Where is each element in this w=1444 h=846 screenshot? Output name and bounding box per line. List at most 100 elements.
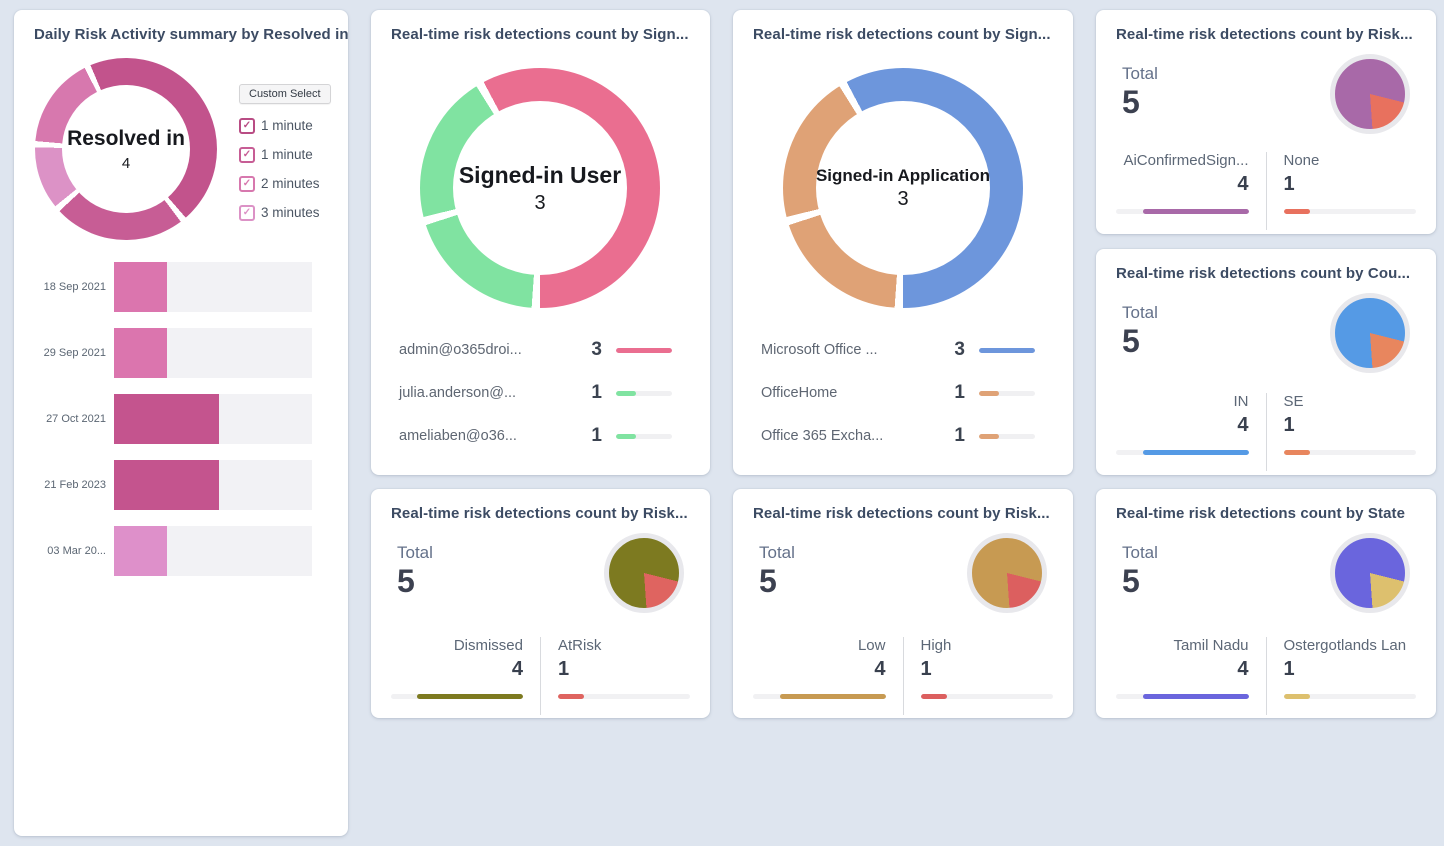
bar-date-label: 29 Sep 2021 bbox=[43, 347, 106, 359]
legend-bar-fill bbox=[779, 694, 886, 699]
card-title: Daily Risk Activity summary by Resolved … bbox=[34, 26, 349, 43]
legend-label: admin@o365droi... bbox=[399, 342, 522, 358]
legend-bar-fill bbox=[616, 347, 672, 353]
legend-item[interactable]: High 1 bbox=[902, 637, 1053, 715]
legend-bar-fill bbox=[1283, 209, 1310, 214]
legend-bar-fill bbox=[979, 433, 999, 439]
bar-date-label: 27 Oct 2021 bbox=[46, 413, 106, 425]
legend-bar-track bbox=[979, 390, 1035, 396]
bar-date-label: 03 Mar 20... bbox=[47, 545, 106, 557]
legend-label: Tamil Nadu bbox=[1173, 637, 1249, 654]
legend-label: ameliaben@o36... bbox=[399, 428, 517, 444]
legend-bar-track bbox=[920, 694, 1053, 699]
legend-value: 1 bbox=[1283, 414, 1295, 436]
card-risk-by-risk-detail: Real-time risk detections count by Risk.… bbox=[1096, 10, 1436, 234]
legend-item[interactable]: Dismissed 4 bbox=[391, 637, 540, 715]
legend-item[interactable]: None 1 bbox=[1265, 152, 1416, 230]
total-label: Total bbox=[1122, 64, 1158, 83]
legend-label: IN bbox=[1233, 393, 1249, 410]
total-label: Total bbox=[397, 543, 433, 562]
bar-date-label: 21 Feb 2023 bbox=[44, 479, 106, 491]
legend-item[interactable]: admin@o365droi... 3 bbox=[399, 338, 672, 362]
custom-select-button[interactable]: Custom Select bbox=[239, 84, 331, 104]
legend-label: AiConfirmedSign... bbox=[1123, 152, 1249, 169]
legend-value: 1 bbox=[1283, 173, 1295, 195]
legend-item[interactable]: AtRisk 1 bbox=[540, 637, 690, 715]
total-value: 5 bbox=[759, 563, 777, 599]
legend-bar-fill bbox=[979, 390, 999, 396]
card-daily-risk-activity: Daily Risk Activity summary by Resolved … bbox=[14, 10, 349, 836]
bar-track bbox=[114, 460, 312, 510]
bar-fill bbox=[114, 526, 168, 576]
legend-bar-track bbox=[616, 390, 672, 396]
bar-track bbox=[114, 262, 312, 312]
bar-track bbox=[114, 526, 312, 576]
legend-label: None bbox=[1283, 152, 1320, 169]
filter-item-2-minutes[interactable]: 2 minutes bbox=[239, 175, 320, 192]
donut-center-text: Resolved in 4 bbox=[35, 58, 217, 240]
legend: admin@o365droi... 3 julia.anderson@... 1… bbox=[399, 338, 672, 467]
card-title: Real-time risk detections count by Sign.… bbox=[753, 26, 1051, 43]
legend-bar-track bbox=[753, 694, 886, 699]
legend-item[interactable]: Office 365 Excha... 1 bbox=[761, 424, 1035, 448]
legend-item[interactable]: SE 1 bbox=[1265, 393, 1416, 471]
legend-bar-fill bbox=[616, 390, 636, 396]
legend-bar-fill bbox=[1283, 450, 1310, 455]
legend-item[interactable]: julia.anderson@... 1 bbox=[399, 381, 672, 405]
legend-bar-fill bbox=[616, 433, 636, 439]
legend-item[interactable]: ameliaben@o36... 1 bbox=[399, 424, 672, 448]
card-risk-by-signed-in-user: Real-time risk detections count by Sign.… bbox=[371, 10, 710, 475]
bar-row: 27 Oct 2021 bbox=[30, 394, 312, 444]
donut-center-text: Signed-in Application 3 bbox=[783, 68, 1023, 308]
legend: Dismissed 4 AtRisk 1 bbox=[391, 637, 690, 715]
legend-value: 1 bbox=[954, 425, 965, 446]
legend-bar-fill bbox=[1142, 694, 1249, 699]
legend-item[interactable]: OfficeHome 1 bbox=[761, 381, 1035, 405]
legend: AiConfirmedSign... 4 None 1 bbox=[1116, 152, 1416, 230]
donut-center-value: 3 bbox=[897, 188, 909, 211]
filter-list: 1 minute 1 minute 2 minutes 3 minutes bbox=[239, 105, 320, 221]
legend-bar-fill bbox=[417, 694, 523, 699]
legend-value: 1 bbox=[920, 658, 932, 680]
legend-bar-track bbox=[1283, 209, 1416, 214]
legend-item[interactable]: Microsoft Office ... 3 bbox=[761, 338, 1035, 362]
legend-item[interactable]: AiConfirmedSign... 4 bbox=[1116, 152, 1266, 230]
filter-item-1-minute-b[interactable]: 1 minute bbox=[239, 146, 320, 163]
checkbox-checked-icon[interactable] bbox=[239, 117, 255, 134]
donut-center-label: Resolved in bbox=[67, 127, 185, 151]
legend-item[interactable]: Low 4 bbox=[753, 637, 903, 715]
card-title: Real-time risk detections count by Cou..… bbox=[1116, 265, 1411, 282]
donut-center-text: Signed-in User 3 bbox=[420, 68, 660, 308]
filter-label: 1 minute bbox=[261, 147, 313, 162]
legend-item[interactable]: Tamil Nadu 4 bbox=[1116, 637, 1266, 715]
filter-item-3-minutes[interactable]: 3 minutes bbox=[239, 204, 320, 221]
signed-in-user-donut-chart bbox=[420, 68, 660, 308]
legend-value: 4 bbox=[874, 658, 886, 680]
bar-fill bbox=[114, 460, 219, 510]
total-value: 5 bbox=[397, 563, 415, 599]
legend-value: 4 bbox=[1237, 414, 1249, 436]
card-risk-by-country: Real-time risk detections count by Cou..… bbox=[1096, 249, 1436, 475]
filter-label: 1 minute bbox=[261, 118, 313, 133]
total-value: 5 bbox=[1122, 563, 1140, 599]
resolved-in-donut-chart bbox=[35, 58, 217, 240]
bar-fill bbox=[114, 328, 168, 378]
legend-label: High bbox=[920, 637, 952, 654]
legend-label: OfficeHome bbox=[761, 385, 838, 401]
legend-value: 4 bbox=[511, 658, 523, 680]
legend-label: Office 365 Excha... bbox=[761, 428, 884, 444]
filter-item-1-minute[interactable]: 1 minute bbox=[239, 117, 320, 134]
bar-fill bbox=[114, 394, 219, 444]
legend-value: 1 bbox=[954, 382, 965, 403]
total-label: Total bbox=[1122, 303, 1158, 322]
legend-value: 1 bbox=[558, 658, 570, 680]
donut-center-value: 4 bbox=[121, 154, 131, 172]
risk-detail-pie-chart bbox=[1330, 54, 1410, 134]
legend-bar-track bbox=[1116, 209, 1249, 214]
legend-item[interactable]: Ostergotlands Lan 1 bbox=[1265, 637, 1416, 715]
bar-date-label: 18 Sep 2021 bbox=[43, 281, 106, 293]
checkbox-checked-icon[interactable] bbox=[239, 204, 255, 221]
checkbox-checked-icon[interactable] bbox=[239, 175, 255, 192]
checkbox-checked-icon[interactable] bbox=[239, 146, 255, 163]
legend-item[interactable]: IN 4 bbox=[1116, 393, 1266, 471]
